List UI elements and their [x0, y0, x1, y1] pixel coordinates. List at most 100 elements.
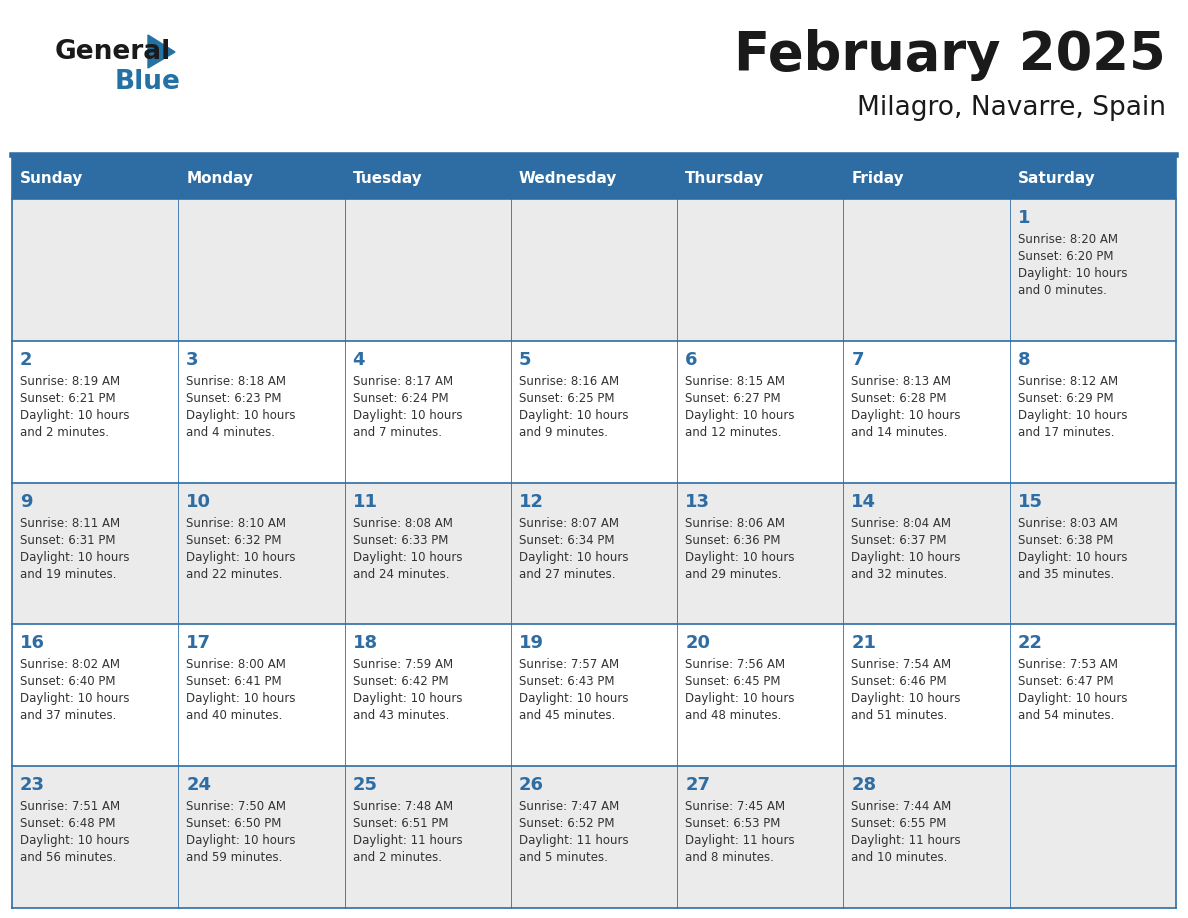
Text: Daylight: 10 hours: Daylight: 10 hours — [1018, 551, 1127, 564]
Bar — [677, 767, 843, 908]
Text: Sunrise: 7:53 AM: Sunrise: 7:53 AM — [1018, 658, 1118, 671]
Bar — [178, 199, 345, 341]
Text: Sunset: 6:47 PM: Sunset: 6:47 PM — [1018, 676, 1113, 688]
Text: Sunset: 6:55 PM: Sunset: 6:55 PM — [852, 817, 947, 830]
Text: Sunrise: 8:19 AM: Sunrise: 8:19 AM — [20, 375, 120, 387]
Bar — [511, 157, 677, 199]
Text: Daylight: 10 hours: Daylight: 10 hours — [20, 551, 129, 564]
Text: Sunrise: 8:17 AM: Sunrise: 8:17 AM — [353, 375, 453, 387]
Text: Sunrise: 8:08 AM: Sunrise: 8:08 AM — [353, 517, 453, 530]
Text: and 7 minutes.: and 7 minutes. — [353, 426, 442, 439]
Text: 16: 16 — [20, 634, 45, 653]
Text: Sunset: 6:24 PM: Sunset: 6:24 PM — [353, 392, 448, 405]
Bar — [677, 199, 843, 341]
Text: and 17 minutes.: and 17 minutes. — [1018, 426, 1114, 439]
Bar — [345, 199, 511, 341]
Bar — [12, 199, 178, 341]
Text: 4: 4 — [353, 351, 365, 369]
Text: Daylight: 10 hours: Daylight: 10 hours — [20, 834, 129, 847]
Text: 5: 5 — [519, 351, 531, 369]
Text: 9: 9 — [20, 493, 32, 510]
Bar — [843, 767, 1010, 908]
Text: and 56 minutes.: and 56 minutes. — [20, 851, 116, 864]
Text: Milagro, Navarre, Spain: Milagro, Navarre, Spain — [857, 95, 1165, 121]
Text: and 45 minutes.: and 45 minutes. — [519, 710, 615, 722]
Text: Sunset: 6:33 PM: Sunset: 6:33 PM — [353, 533, 448, 546]
Bar — [178, 341, 345, 483]
Text: and 8 minutes.: and 8 minutes. — [685, 851, 775, 864]
Bar — [345, 341, 511, 483]
Text: Daylight: 11 hours: Daylight: 11 hours — [519, 834, 628, 847]
Text: and 4 minutes.: and 4 minutes. — [187, 426, 276, 439]
Text: Tuesday: Tuesday — [353, 171, 422, 185]
Bar — [511, 624, 677, 767]
Text: Daylight: 11 hours: Daylight: 11 hours — [353, 834, 462, 847]
Text: Sunrise: 8:10 AM: Sunrise: 8:10 AM — [187, 517, 286, 530]
Text: 28: 28 — [852, 777, 877, 794]
Text: 6: 6 — [685, 351, 697, 369]
Text: and 32 minutes.: and 32 minutes. — [852, 567, 948, 580]
Text: and 51 minutes.: and 51 minutes. — [852, 710, 948, 722]
Text: Sunrise: 8:18 AM: Sunrise: 8:18 AM — [187, 375, 286, 387]
Text: Sunrise: 8:13 AM: Sunrise: 8:13 AM — [852, 375, 952, 387]
Text: and 27 minutes.: and 27 minutes. — [519, 567, 615, 580]
Text: Sunset: 6:42 PM: Sunset: 6:42 PM — [353, 676, 448, 688]
Text: Daylight: 10 hours: Daylight: 10 hours — [852, 409, 961, 421]
Text: Sunrise: 7:48 AM: Sunrise: 7:48 AM — [353, 800, 453, 813]
Bar — [511, 767, 677, 908]
Text: 10: 10 — [187, 493, 211, 510]
Text: Sunrise: 8:20 AM: Sunrise: 8:20 AM — [1018, 233, 1118, 246]
Text: 26: 26 — [519, 777, 544, 794]
Text: Sunrise: 8:00 AM: Sunrise: 8:00 AM — [187, 658, 286, 671]
Text: Sunset: 6:48 PM: Sunset: 6:48 PM — [20, 817, 115, 830]
Text: Sunset: 6:53 PM: Sunset: 6:53 PM — [685, 817, 781, 830]
Text: Daylight: 10 hours: Daylight: 10 hours — [353, 409, 462, 421]
Text: Daylight: 10 hours: Daylight: 10 hours — [353, 692, 462, 705]
Text: 8: 8 — [1018, 351, 1030, 369]
Text: Sunset: 6:32 PM: Sunset: 6:32 PM — [187, 533, 282, 546]
Text: Sunrise: 7:51 AM: Sunrise: 7:51 AM — [20, 800, 120, 813]
Text: Thursday: Thursday — [685, 171, 765, 185]
Text: Sunset: 6:23 PM: Sunset: 6:23 PM — [187, 392, 282, 405]
Bar — [345, 157, 511, 199]
Text: Sunrise: 7:44 AM: Sunrise: 7:44 AM — [852, 800, 952, 813]
Bar — [12, 483, 178, 624]
Text: Daylight: 10 hours: Daylight: 10 hours — [20, 692, 129, 705]
Bar — [511, 483, 677, 624]
Bar — [511, 341, 677, 483]
Text: Daylight: 10 hours: Daylight: 10 hours — [1018, 267, 1127, 280]
Text: Friday: Friday — [852, 171, 904, 185]
Text: 14: 14 — [852, 493, 877, 510]
Text: Daylight: 10 hours: Daylight: 10 hours — [519, 692, 628, 705]
Text: Daylight: 10 hours: Daylight: 10 hours — [1018, 692, 1127, 705]
Text: Daylight: 10 hours: Daylight: 10 hours — [519, 409, 628, 421]
Bar — [178, 767, 345, 908]
Text: Sunrise: 8:15 AM: Sunrise: 8:15 AM — [685, 375, 785, 387]
Text: Daylight: 10 hours: Daylight: 10 hours — [685, 692, 795, 705]
Text: 23: 23 — [20, 777, 45, 794]
Text: Daylight: 10 hours: Daylight: 10 hours — [353, 551, 462, 564]
Text: Daylight: 10 hours: Daylight: 10 hours — [187, 692, 296, 705]
Text: and 2 minutes.: and 2 minutes. — [20, 426, 109, 439]
Text: and 2 minutes.: and 2 minutes. — [353, 851, 442, 864]
Text: Sunrise: 7:56 AM: Sunrise: 7:56 AM — [685, 658, 785, 671]
Text: Sunrise: 8:03 AM: Sunrise: 8:03 AM — [1018, 517, 1118, 530]
Text: 27: 27 — [685, 777, 710, 794]
Bar — [677, 157, 843, 199]
Text: Sunrise: 8:11 AM: Sunrise: 8:11 AM — [20, 517, 120, 530]
Text: Sunset: 6:20 PM: Sunset: 6:20 PM — [1018, 250, 1113, 263]
Text: Daylight: 10 hours: Daylight: 10 hours — [685, 409, 795, 421]
Text: Saturday: Saturday — [1018, 171, 1095, 185]
Text: Monday: Monday — [187, 171, 253, 185]
Text: and 35 minutes.: and 35 minutes. — [1018, 567, 1114, 580]
Bar — [843, 157, 1010, 199]
Text: Sunset: 6:52 PM: Sunset: 6:52 PM — [519, 817, 614, 830]
Text: 1: 1 — [1018, 209, 1030, 227]
Text: Sunrise: 7:50 AM: Sunrise: 7:50 AM — [187, 800, 286, 813]
Text: 25: 25 — [353, 777, 378, 794]
Text: and 59 minutes.: and 59 minutes. — [187, 851, 283, 864]
Text: Sunset: 6:31 PM: Sunset: 6:31 PM — [20, 533, 115, 546]
Text: and 0 minutes.: and 0 minutes. — [1018, 284, 1106, 297]
Text: Sunrise: 7:47 AM: Sunrise: 7:47 AM — [519, 800, 619, 813]
Text: Wednesday: Wednesday — [519, 171, 618, 185]
